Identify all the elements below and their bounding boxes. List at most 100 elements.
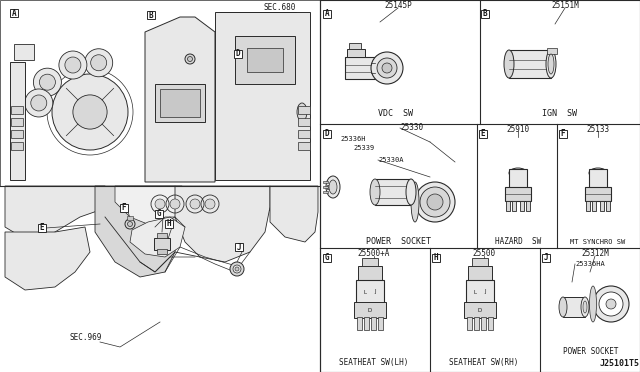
Text: L: L (474, 289, 477, 295)
Circle shape (420, 187, 450, 217)
Bar (157, 249, 167, 254)
Bar (147, 11, 155, 19)
Bar (488, 317, 493, 330)
Bar (155, 84, 205, 122)
Circle shape (377, 58, 397, 78)
Text: 25339: 25339 (353, 145, 374, 151)
Text: 25910: 25910 (506, 125, 529, 134)
Bar (592, 201, 596, 211)
Circle shape (233, 265, 241, 273)
Bar (464, 302, 496, 318)
Bar (559, 130, 567, 138)
Polygon shape (175, 186, 270, 262)
Bar (154, 238, 170, 250)
Ellipse shape (329, 180, 337, 194)
Polygon shape (10, 62, 25, 180)
Bar (320, 0, 640, 372)
Bar (358, 266, 382, 282)
Text: SEATHEAT SW(RH): SEATHEAT SW(RH) (449, 357, 518, 366)
Bar (127, 216, 133, 220)
Bar (375, 179, 411, 205)
Ellipse shape (589, 168, 607, 178)
Bar (606, 201, 610, 211)
Bar (235, 243, 243, 251)
Bar (11, 130, 23, 138)
Text: G: G (157, 209, 161, 218)
Bar (506, 201, 510, 211)
Bar (10, 9, 18, 17)
Bar (378, 317, 383, 330)
Bar (589, 169, 607, 189)
Text: D: D (478, 308, 482, 312)
Ellipse shape (297, 103, 307, 121)
Polygon shape (130, 217, 185, 257)
Bar (600, 201, 604, 211)
Text: D: D (324, 129, 330, 138)
Circle shape (125, 219, 135, 229)
Text: B: B (483, 10, 487, 19)
Bar (11, 106, 23, 114)
Circle shape (593, 286, 629, 322)
Text: 25330: 25330 (400, 124, 423, 132)
Text: VDC  SW: VDC SW (378, 109, 413, 118)
Text: HAZARD  SW: HAZARD SW (495, 237, 541, 247)
Bar (11, 118, 23, 126)
Circle shape (127, 221, 132, 227)
Bar (466, 280, 494, 304)
Bar (323, 254, 331, 262)
Bar (298, 106, 310, 114)
Bar (38, 224, 46, 232)
Bar (327, 185, 333, 189)
Text: POWER  SOCKET: POWER SOCKET (365, 237, 431, 247)
Text: 25151M: 25151M (551, 1, 579, 10)
Circle shape (59, 51, 87, 79)
Ellipse shape (326, 176, 340, 198)
Bar (542, 254, 550, 262)
Text: B: B (148, 10, 154, 19)
Bar (547, 48, 557, 54)
Circle shape (84, 49, 113, 77)
Bar (165, 220, 173, 228)
Ellipse shape (589, 286, 596, 322)
Text: E: E (481, 129, 485, 138)
Bar (234, 50, 242, 58)
Ellipse shape (509, 168, 527, 178)
Ellipse shape (548, 54, 554, 74)
Text: J: J (484, 289, 486, 295)
Bar (362, 258, 378, 266)
Bar (323, 186, 328, 188)
Bar (323, 181, 328, 183)
Ellipse shape (546, 50, 556, 78)
Text: E: E (40, 224, 44, 232)
Circle shape (188, 57, 193, 61)
Ellipse shape (504, 50, 514, 78)
Circle shape (52, 74, 128, 150)
Text: F: F (122, 203, 126, 212)
Ellipse shape (370, 179, 380, 205)
Circle shape (155, 199, 165, 209)
Bar (586, 201, 590, 211)
Bar (481, 10, 489, 18)
Bar (467, 317, 472, 330)
Bar (235, 36, 295, 84)
Text: H: H (434, 253, 438, 263)
Ellipse shape (559, 297, 567, 317)
Polygon shape (270, 186, 318, 242)
Bar (509, 50, 551, 78)
Bar (349, 43, 361, 49)
Ellipse shape (411, 182, 419, 222)
Bar (472, 258, 488, 266)
Ellipse shape (581, 297, 589, 317)
Polygon shape (5, 186, 110, 242)
Circle shape (31, 95, 47, 111)
Bar (563, 297, 585, 317)
Text: L: L (364, 289, 367, 295)
Text: 25133: 25133 (586, 125, 609, 134)
Text: G: G (324, 253, 330, 263)
Bar (155, 210, 163, 218)
Bar (356, 280, 384, 304)
Circle shape (205, 199, 215, 209)
Polygon shape (145, 17, 215, 182)
Text: H: H (166, 219, 172, 228)
Bar (479, 130, 487, 138)
